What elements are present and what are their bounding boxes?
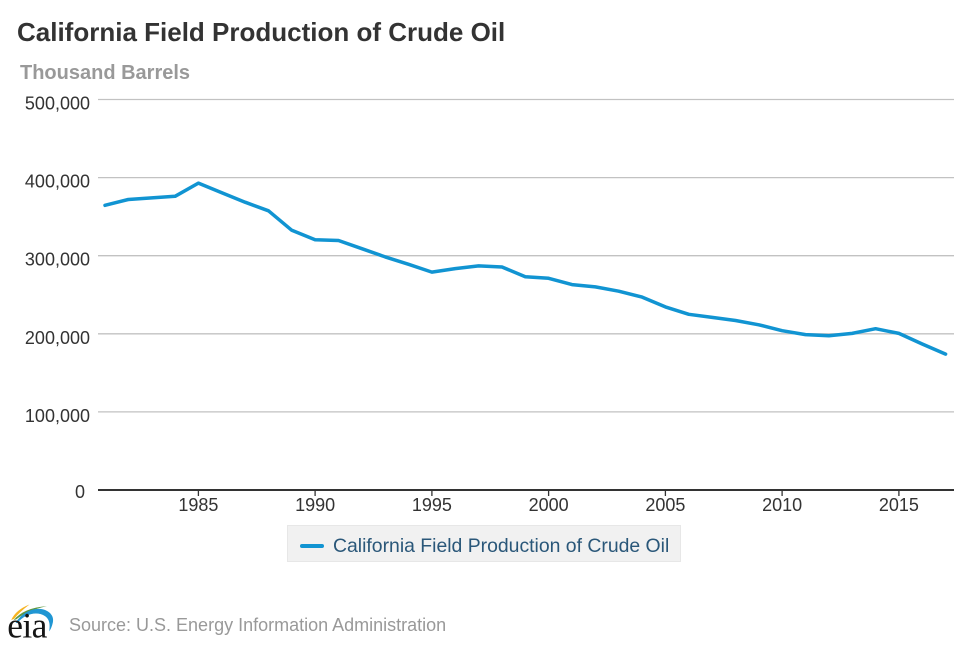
svg-text:500,000: 500,000 <box>25 94 90 114</box>
svg-text:1985: 1985 <box>178 495 218 515</box>
svg-text:1995: 1995 <box>412 495 452 515</box>
svg-text:400,000: 400,000 <box>25 172 90 192</box>
svg-text:200,000: 200,000 <box>25 328 90 348</box>
svg-text:2005: 2005 <box>645 495 685 515</box>
svg-text:300,000: 300,000 <box>25 250 90 270</box>
svg-text:100,000: 100,000 <box>25 406 90 426</box>
svg-text:1990: 1990 <box>295 495 335 515</box>
svg-text:2015: 2015 <box>879 495 919 515</box>
svg-text:eia: eia <box>7 606 47 646</box>
svg-text:0: 0 <box>75 482 85 502</box>
svg-text:2010: 2010 <box>762 495 802 515</box>
svg-text:2000: 2000 <box>529 495 569 515</box>
